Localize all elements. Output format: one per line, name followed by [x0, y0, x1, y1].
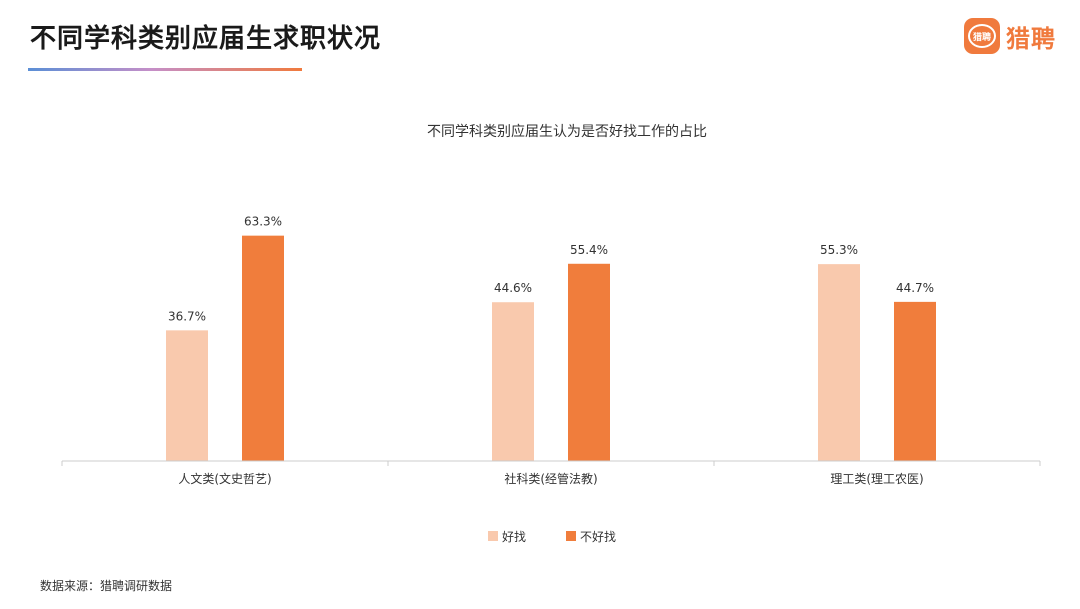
- legend-label-easy: 好找: [502, 530, 526, 544]
- logo-mark-text: 猎聘: [968, 24, 996, 48]
- legend-label-hard: 不好找: [580, 530, 616, 544]
- data-label: 55.4%: [570, 243, 608, 257]
- legend-swatch-easy: [488, 531, 498, 541]
- footnote: 数据来源：猎聘调研数据: [40, 579, 173, 593]
- bar-easy-1: [492, 302, 534, 461]
- legend: 好找 不好找: [488, 530, 616, 544]
- logo: 猎聘 猎聘: [964, 18, 1056, 54]
- bar-easy-2: [818, 264, 860, 461]
- chart-title: 不同学科类别应届生认为是否好找工作的占比: [427, 123, 707, 140]
- logo-text: 猎聘: [1006, 24, 1056, 53]
- bar-hard-0: [242, 235, 284, 461]
- x-tick-label: 社科类(经管法教): [504, 471, 597, 486]
- data-label: 63.3%: [244, 215, 282, 229]
- bar-easy-0: [166, 330, 208, 461]
- title-underline: [28, 68, 302, 71]
- data-label: 36.7%: [168, 309, 206, 323]
- data-label: 55.3%: [820, 243, 858, 257]
- data-label: 44.7%: [896, 281, 934, 295]
- data-label: 44.6%: [494, 281, 532, 295]
- x-tick-label: 理工类(理工农医): [830, 472, 923, 486]
- bar-hard-1: [568, 263, 610, 461]
- page-title: 不同学科类别应届生求职状况: [30, 24, 382, 54]
- logo-icon: 猎聘: [964, 18, 1000, 54]
- x-tick-label: 人文类(文史哲艺): [178, 471, 271, 486]
- bar-hard-2: [894, 301, 936, 461]
- legend-swatch-hard: [566, 531, 576, 541]
